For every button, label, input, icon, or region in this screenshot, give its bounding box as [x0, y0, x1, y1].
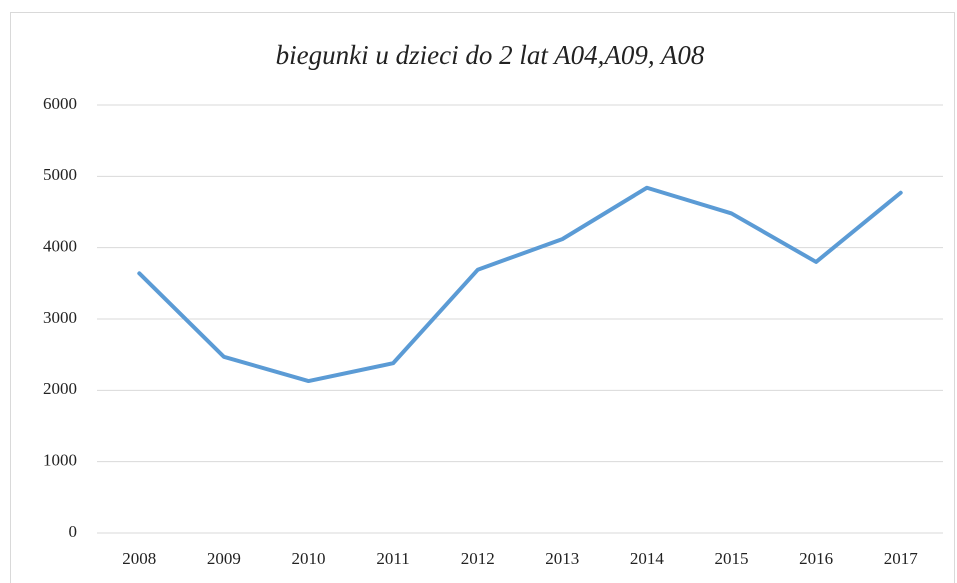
y-tick-label: 3000	[43, 308, 77, 327]
x-tick-label: 2014	[630, 549, 665, 568]
y-tick-label: 0	[69, 522, 78, 541]
x-tick-label: 2015	[715, 549, 749, 568]
x-tick-label: 2016	[799, 549, 833, 568]
x-tick-label: 2013	[545, 549, 579, 568]
x-tick-label: 2012	[461, 549, 495, 568]
y-tick-label: 2000	[43, 379, 77, 398]
x-tick-label: 2008	[122, 549, 156, 568]
x-tick-label: 2017	[884, 549, 919, 568]
y-tick-label: 1000	[43, 451, 77, 470]
line-series	[137, 185, 903, 384]
chart-title: biegunki u dzieci do 2 lat A04,A09, A08	[276, 40, 705, 70]
x-tick-label: 2011	[376, 549, 409, 568]
chart-frame	[10, 12, 955, 583]
y-tick-label: 5000	[43, 165, 77, 184]
x-tick-label: 2010	[292, 549, 326, 568]
x-tick-label: 2009	[207, 549, 241, 568]
y-tick-label: 4000	[43, 237, 77, 256]
y-tick-label: 6000	[43, 94, 77, 113]
